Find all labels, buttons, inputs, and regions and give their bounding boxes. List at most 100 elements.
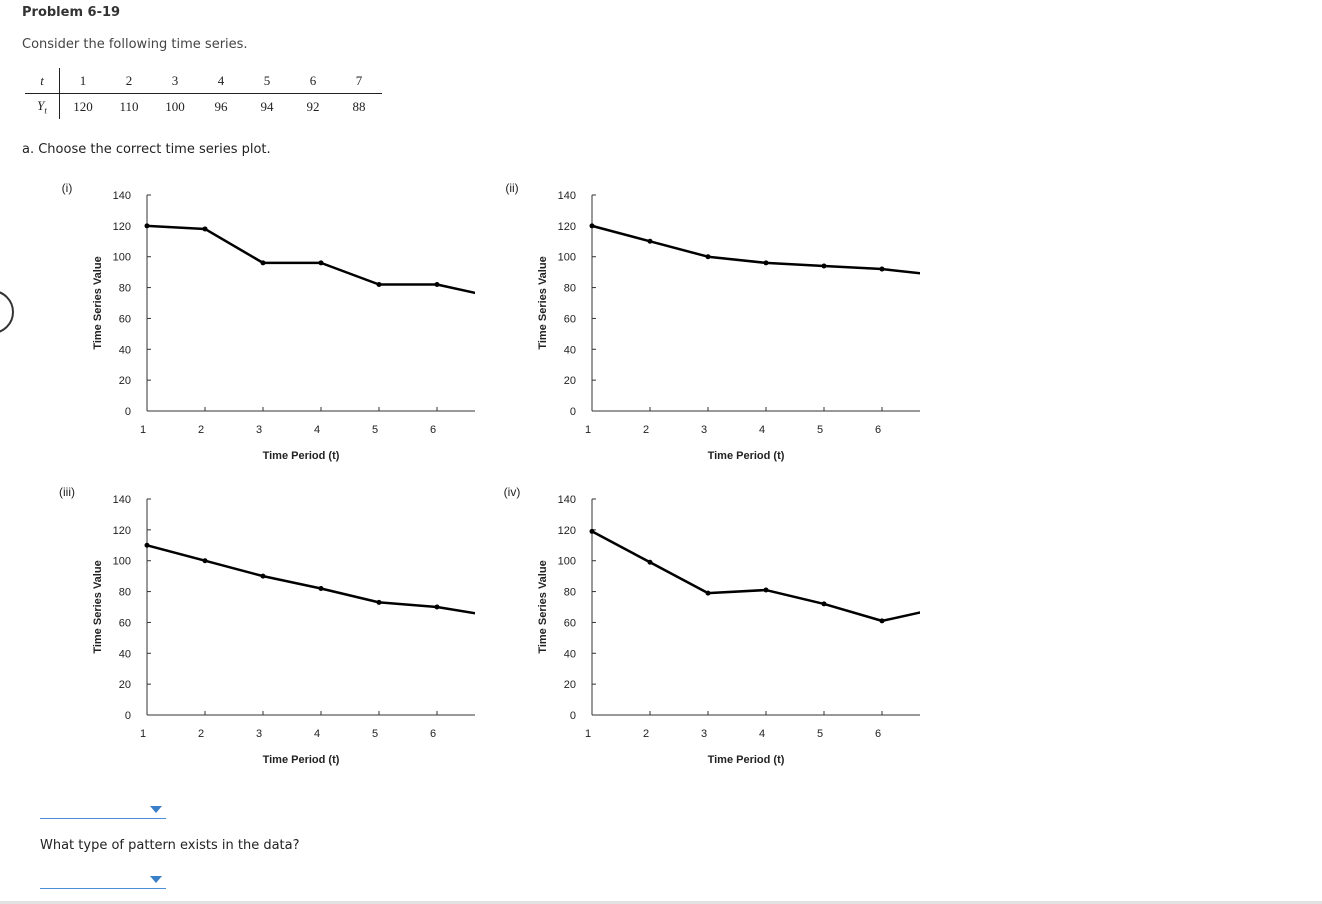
series-line: [146, 224, 475, 295]
data-point: [705, 254, 711, 260]
x-tick-label: 5: [817, 728, 823, 740]
y-tick-label: 0: [125, 710, 131, 722]
caret-down-icon[interactable]: [150, 876, 162, 883]
data-point: [879, 618, 885, 624]
yt-label: Yt: [37, 97, 47, 116]
y-tick-label: 60: [119, 313, 131, 325]
data-point: [821, 263, 827, 269]
table-cell: 2: [106, 68, 152, 94]
table-header-t: t: [25, 68, 60, 94]
table-row-t: t 1 2 3 4 5 6 7: [25, 68, 382, 94]
table-cell: 96: [214, 98, 228, 114]
y-axis-label: Time Series Value: [92, 560, 104, 653]
circle-icon: [0, 290, 14, 334]
y-tick-label: 40: [119, 648, 131, 660]
chart-option-label: (iv): [504, 485, 521, 499]
y-tick-label: 80: [564, 587, 576, 599]
y-tick-label: 80: [119, 283, 131, 295]
x-axis-label: Time Period (t): [708, 450, 785, 462]
table-header-y: Yt: [25, 93, 60, 119]
x-tick-label: 2: [198, 424, 204, 436]
y-tick-label: 40: [564, 648, 576, 660]
plot-choice-dropdown[interactable]: [40, 804, 166, 819]
x-tick-label: 1: [140, 728, 146, 740]
data-point: [589, 528, 595, 534]
data-point: [260, 573, 266, 579]
y-tick-label: 0: [125, 406, 131, 418]
data-point: [821, 601, 827, 607]
x-tick-label: 3: [701, 728, 707, 740]
chart-option-label: (i): [62, 181, 73, 195]
series-line: [591, 224, 920, 275]
table-cell: 7: [336, 68, 382, 94]
chart-option-iv: (iv)0204060801001201401234567Time Period…: [500, 484, 920, 784]
y-axis-label: Time Series Value: [92, 256, 104, 349]
x-tick-label: 3: [701, 424, 707, 436]
x-tick-label: 6: [875, 424, 881, 436]
data-point: [144, 223, 150, 229]
data-point: [376, 599, 382, 605]
data-point: [376, 281, 382, 287]
y-tick-label: 60: [564, 617, 576, 629]
table-cell: 120: [73, 98, 93, 114]
data-point: [763, 260, 769, 266]
series-line: [146, 544, 475, 615]
chart-svg: (iv)0204060801001201401234567Time Period…: [504, 485, 920, 766]
table-cell: 6: [290, 68, 336, 94]
y-tick-label: 40: [564, 344, 576, 356]
x-tick-label: 6: [430, 728, 436, 740]
x-tick-label: 1: [140, 424, 146, 436]
table-cell: 92: [306, 98, 320, 114]
x-tick-label: 1: [585, 424, 591, 436]
y-tick-label: 60: [119, 617, 131, 629]
y-tick-label: 80: [564, 283, 576, 295]
data-point: [144, 542, 150, 548]
x-tick-label: 5: [372, 728, 378, 740]
y-tick-label: 20: [119, 375, 131, 387]
x-axis-label: Time Period (t): [708, 754, 785, 766]
table-cell: 1: [59, 68, 106, 94]
data-point: [260, 260, 266, 266]
series-line: [591, 530, 920, 623]
y-tick-label: 20: [564, 375, 576, 387]
chart-option-label: (iii): [59, 485, 75, 499]
y-tick-label: 100: [113, 556, 131, 568]
x-tick-label: 6: [430, 424, 436, 436]
time-series-table: t 1 2 3 4 5 6 7 Yt 120 110 100 96 94 92 …: [25, 68, 382, 119]
caret-down-icon[interactable]: [150, 806, 162, 813]
part-a-prompt: a. Choose the correct time series plot.: [22, 142, 271, 157]
table-cell: 4: [198, 68, 244, 94]
x-tick-label: 3: [256, 424, 262, 436]
y-tick-label: 120: [113, 525, 131, 537]
table-cell: 3: [152, 68, 198, 94]
chart-option-ii: (ii)0204060801001201401234567Time Period…: [500, 180, 920, 480]
pattern-type-dropdown[interactable]: [40, 874, 166, 889]
x-tick-label: 1: [585, 728, 591, 740]
y-tick-label: 40: [119, 344, 131, 356]
y-tick-label: 0: [570, 710, 576, 722]
y-tick-label: 100: [558, 252, 576, 264]
x-tick-label: 4: [314, 728, 320, 740]
x-tick-label: 3: [256, 728, 262, 740]
data-point: [434, 281, 440, 287]
x-axis-label: Time Period (t): [263, 754, 340, 766]
y-axis-label: Time Series Value: [537, 256, 549, 349]
y-tick-label: 80: [119, 587, 131, 599]
data-point: [647, 238, 653, 244]
x-tick-label: 5: [817, 424, 823, 436]
data-point: [705, 590, 711, 596]
x-tick-label: 2: [198, 728, 204, 740]
x-tick-label: 2: [643, 728, 649, 740]
y-tick-label: 140: [113, 190, 131, 202]
data-point: [434, 604, 440, 610]
data-point: [202, 558, 208, 564]
pattern-question: What type of pattern exists in the data?: [40, 838, 300, 853]
data-point: [589, 223, 595, 229]
y-tick-label: 60: [564, 313, 576, 325]
chart-option-iii: (iii)0204060801001201401234567Time Perio…: [55, 484, 475, 784]
y-tick-label: 120: [113, 221, 131, 233]
x-tick-label: 4: [314, 424, 320, 436]
y-tick-label: 140: [558, 494, 576, 506]
table-cell: 88: [352, 98, 366, 114]
data-point: [318, 585, 324, 591]
